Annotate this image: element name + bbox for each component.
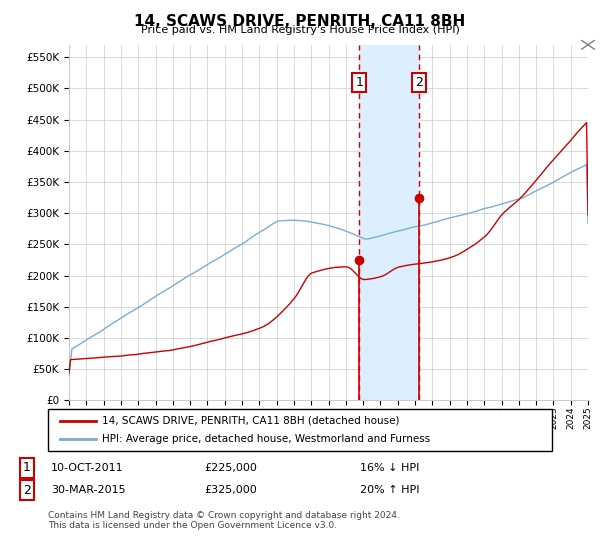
Text: 2: 2 [23, 483, 31, 497]
Text: Price paid vs. HM Land Registry's House Price Index (HPI): Price paid vs. HM Land Registry's House … [140, 25, 460, 35]
Text: 1: 1 [23, 461, 31, 474]
Text: 1: 1 [355, 76, 363, 88]
Text: 14, SCAWS DRIVE, PENRITH, CA11 8BH (detached house): 14, SCAWS DRIVE, PENRITH, CA11 8BH (deta… [102, 416, 400, 426]
Bar [359, 45, 419, 400]
Text: 16% ↓ HPI: 16% ↓ HPI [360, 463, 419, 473]
Text: 10-OCT-2011: 10-OCT-2011 [51, 463, 124, 473]
Text: 20% ↑ HPI: 20% ↑ HPI [360, 485, 419, 495]
Text: HPI: Average price, detached house, Westmorland and Furness: HPI: Average price, detached house, West… [102, 434, 430, 444]
Text: £325,000: £325,000 [204, 485, 257, 495]
Text: Contains HM Land Registry data © Crown copyright and database right 2024.
This d: Contains HM Land Registry data © Crown c… [48, 511, 400, 530]
Text: 14, SCAWS DRIVE, PENRITH, CA11 8BH: 14, SCAWS DRIVE, PENRITH, CA11 8BH [134, 14, 466, 29]
Text: £225,000: £225,000 [204, 463, 257, 473]
Text: 30-MAR-2015: 30-MAR-2015 [51, 485, 125, 495]
Text: 2: 2 [415, 76, 423, 88]
